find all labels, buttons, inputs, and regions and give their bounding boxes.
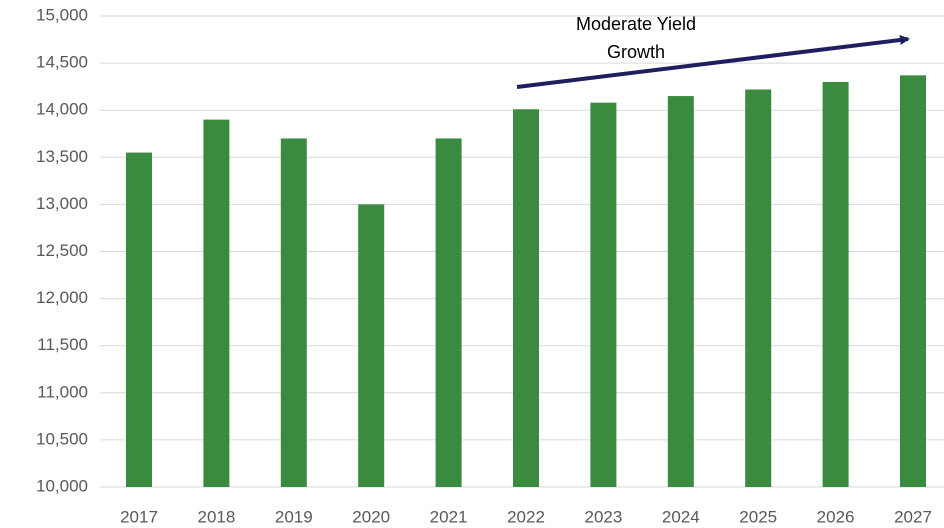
y-tick-label: 11,500 — [37, 335, 88, 354]
bar — [590, 102, 617, 487]
bar — [435, 138, 462, 487]
bar — [667, 96, 694, 487]
y-tick-label: 11,000 — [37, 382, 88, 401]
bar — [126, 152, 152, 487]
y-tick-label: 10,000 — [36, 476, 88, 495]
y-tick-label: 13,000 — [36, 194, 88, 213]
bar — [513, 109, 539, 488]
y-tick-label: 14,000 — [36, 100, 88, 119]
y-tick-label: 15,000 — [36, 5, 88, 24]
bar — [745, 89, 772, 487]
bar — [822, 81, 849, 487]
y-tick-label: 10,500 — [36, 429, 88, 448]
x-tick-label: 2021 — [430, 507, 468, 526]
x-tick-label: 2027 — [894, 507, 932, 526]
y-tick-label: 14,500 — [36, 53, 88, 72]
bar — [900, 75, 926, 487]
x-tick-label: 2020 — [352, 507, 390, 526]
y-tick-label: 12,000 — [36, 288, 88, 307]
x-tick-label: 2018 — [197, 507, 235, 526]
y-tick-label: 13,500 — [36, 147, 88, 166]
x-tick-label: 2026 — [817, 507, 855, 526]
x-tick-label: 2024 — [662, 507, 700, 526]
x-tick-label: 2025 — [739, 507, 777, 526]
annotation: Moderate Yield Growth — [575, 14, 697, 62]
x-tick-label: 2019 — [275, 507, 313, 526]
x-tick-label: 2023 — [584, 507, 622, 526]
x-tick-label: 2017 — [120, 507, 158, 526]
x-tick-label: 2022 — [507, 507, 545, 526]
bar — [203, 119, 230, 488]
bar — [280, 138, 307, 487]
bar — [358, 204, 385, 487]
trend-arrow — [516, 35, 910, 89]
y-tick-label: 12,500 — [36, 241, 88, 260]
